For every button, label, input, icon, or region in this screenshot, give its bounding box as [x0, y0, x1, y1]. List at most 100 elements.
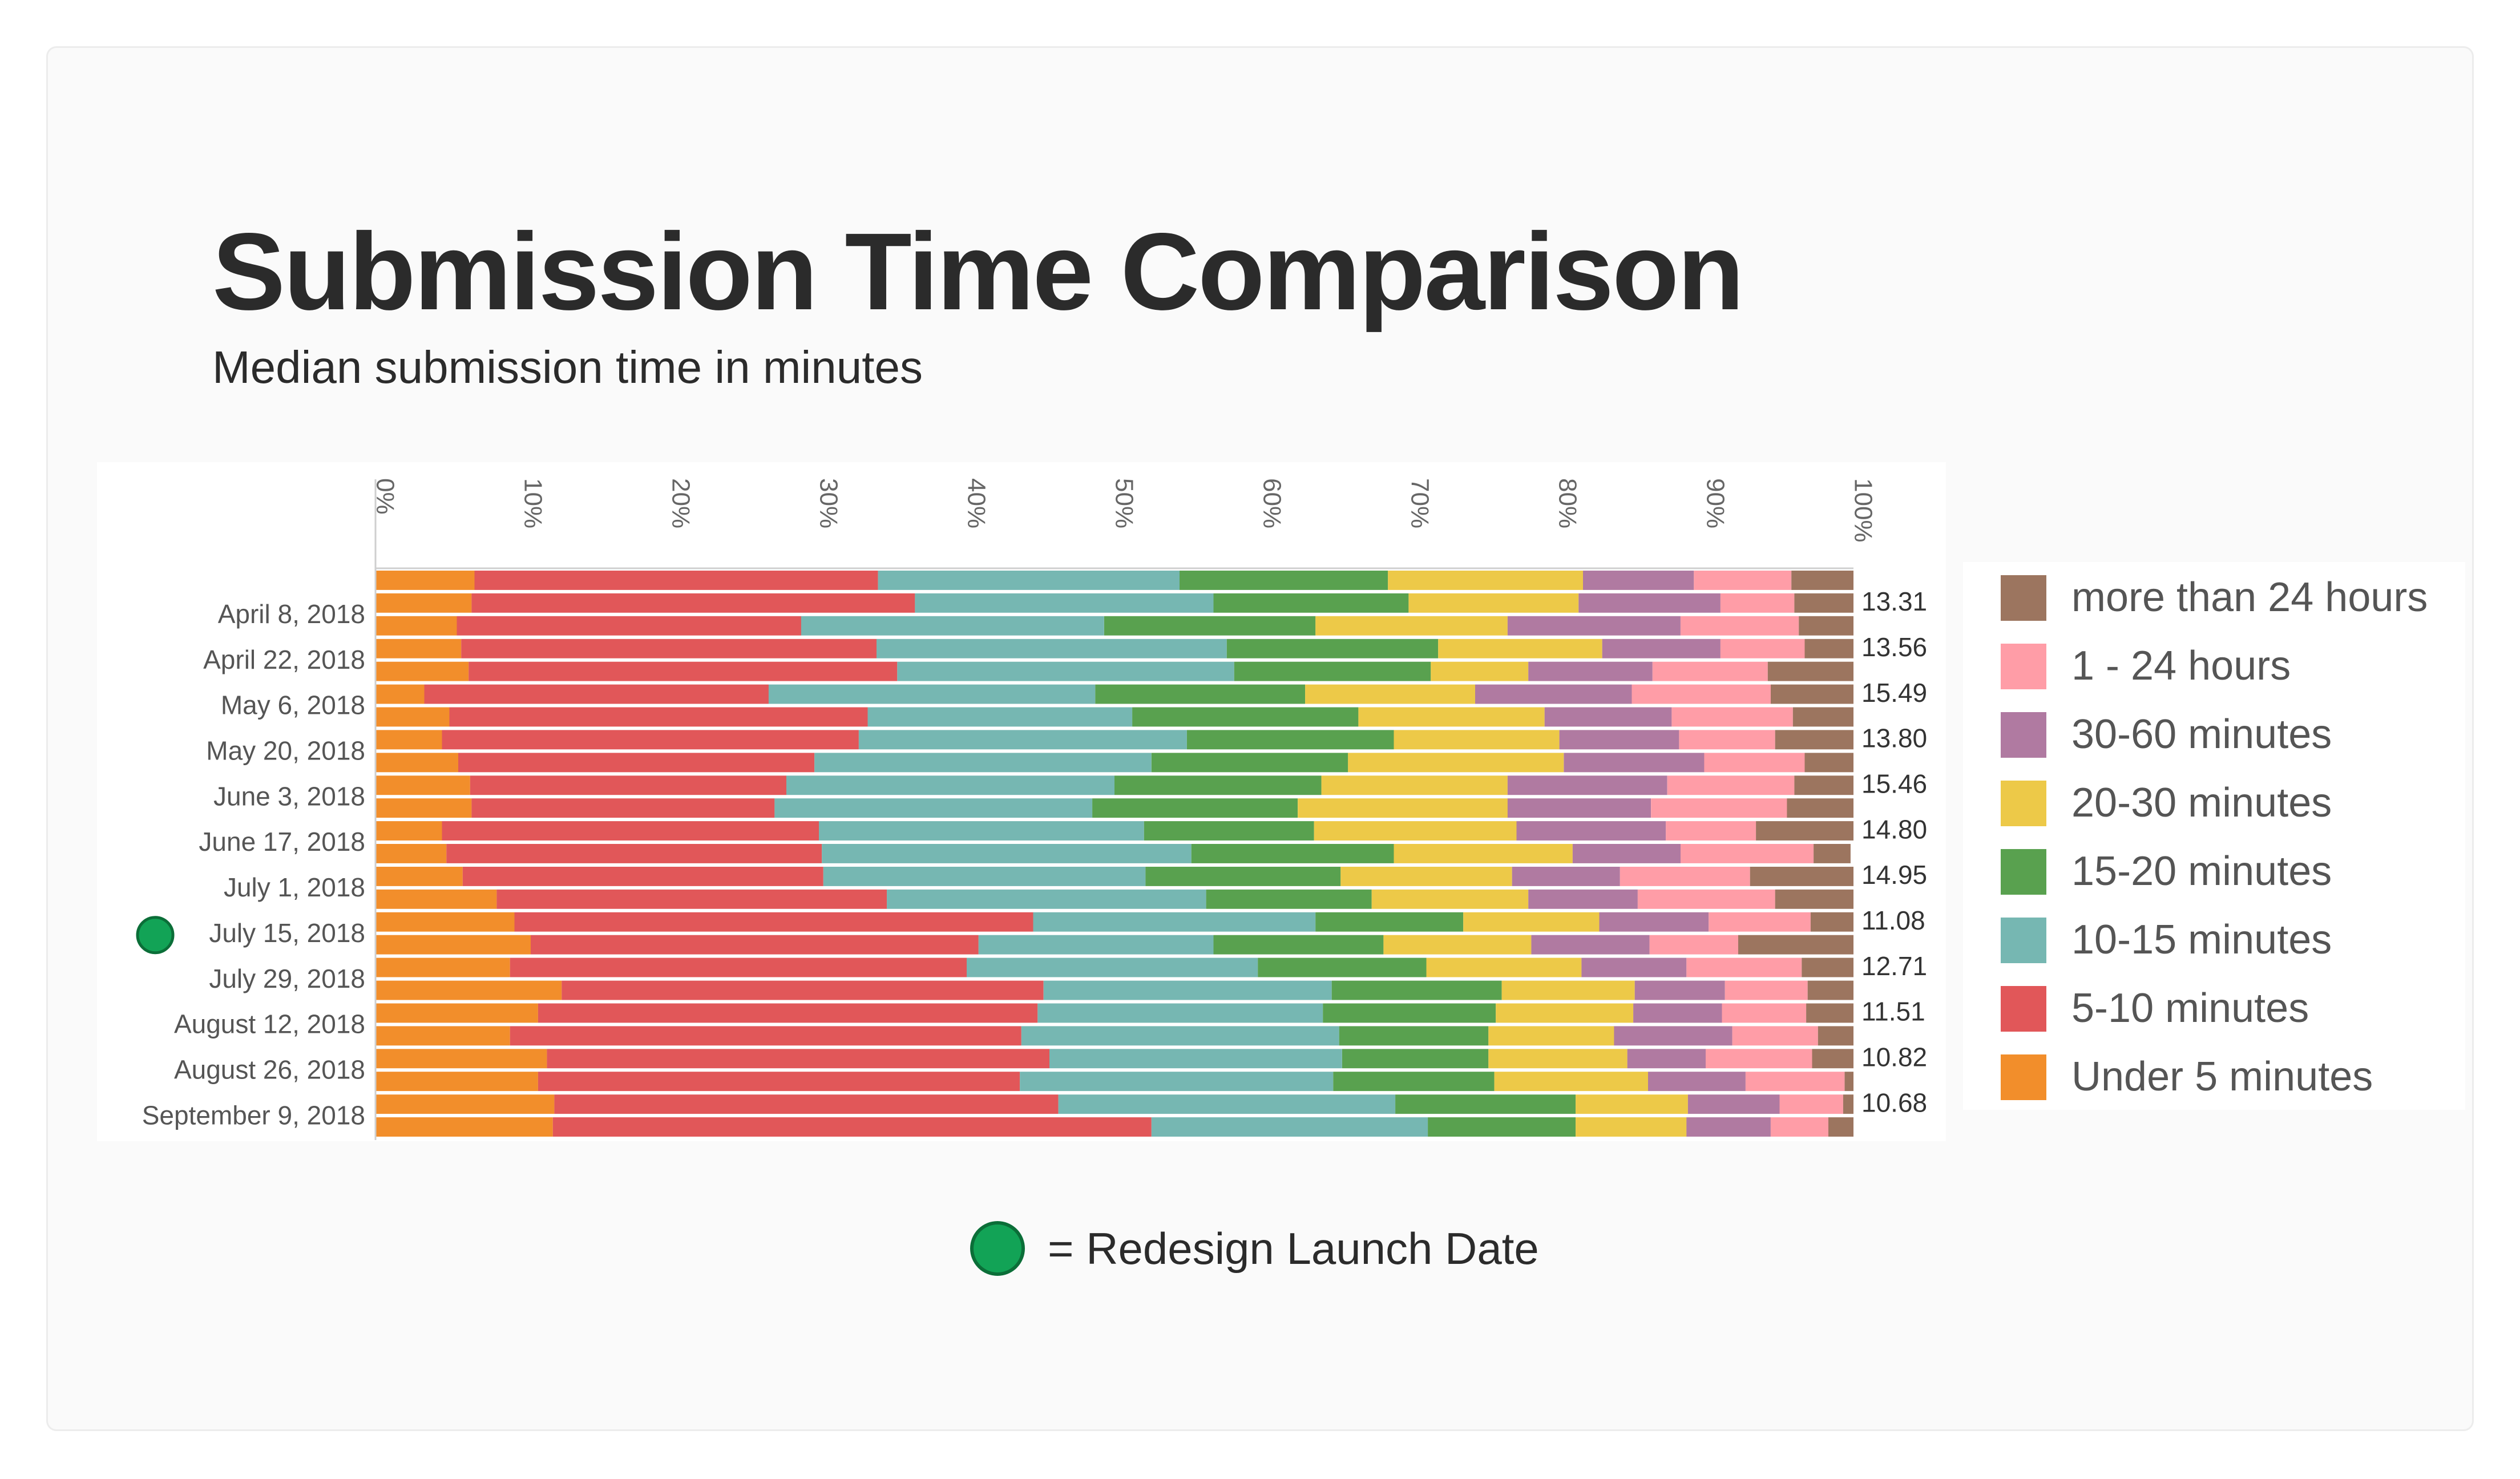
- bar-segment: [375, 684, 425, 704]
- bar-segment: [1438, 639, 1602, 658]
- bar-segment: [1463, 912, 1600, 932]
- bar-segment: [897, 661, 1234, 681]
- bar-segment: [1180, 571, 1388, 590]
- y-tick-label: September 9, 2018: [142, 1100, 365, 1130]
- bar-segment: [1667, 775, 1795, 795]
- bar-segment: [1426, 957, 1582, 977]
- bar-segment: [1779, 1094, 1843, 1114]
- bar-segment: [375, 1072, 538, 1092]
- x-tick-label: 90%: [1701, 478, 1729, 528]
- bar-segment: [1771, 1117, 1828, 1137]
- bar-segment: [1531, 935, 1650, 955]
- bar-segment: [1652, 661, 1768, 681]
- bar-segment: [375, 639, 462, 658]
- bar-segment: [1775, 889, 1853, 909]
- legend: more than 24 hours 1 - 24 hours 30-60 minu…: [2001, 575, 2428, 1100]
- bar-segment: [375, 980, 562, 1000]
- bar-segment: [1720, 639, 1805, 658]
- page-subtitle: Median submission time in minutes: [212, 342, 923, 393]
- bar-segment: [1709, 912, 1811, 932]
- bar-segment: [1186, 730, 1394, 750]
- bar-segment: [458, 753, 815, 773]
- bar-segment: [462, 867, 823, 886]
- bar-segment: [375, 730, 442, 750]
- bar-segment: [1578, 593, 1721, 613]
- bar-segment: [1544, 707, 1672, 727]
- legend-swatch: [2001, 781, 2046, 826]
- legend-swatch: [2001, 849, 2046, 895]
- bar-segment: [1226, 639, 1439, 658]
- page-title: Submission Time Comparison: [212, 210, 1744, 333]
- legend-label: 5-10 minutes: [2071, 985, 2309, 1031]
- bar-segment: [1323, 1003, 1496, 1023]
- bar-segment: [1799, 616, 1853, 636]
- bar-segment: [1756, 821, 1853, 840]
- bar-segment: [858, 730, 1187, 750]
- bar-segment: [915, 593, 1214, 613]
- bar-segment: [449, 707, 868, 727]
- bar-segment: [424, 684, 769, 704]
- redesign-note: = Redesign Launch Date: [970, 1214, 1539, 1283]
- bar-segment: [1681, 844, 1814, 863]
- bar-segment: [375, 1003, 538, 1023]
- bar-segment: [1507, 775, 1667, 795]
- y-tick-label: April 8, 2018: [218, 599, 365, 629]
- bar-segment: [1802, 957, 1853, 977]
- bar-segment: [1104, 616, 1316, 636]
- bar-segment: [510, 1026, 1021, 1046]
- bar-segment: [1331, 980, 1502, 1000]
- legend-swatch: [2001, 644, 2046, 689]
- bar-segment: [375, 798, 472, 818]
- x-tick-label: 50%: [1110, 478, 1138, 528]
- bar-segment: [1634, 980, 1725, 1000]
- bar-segment: [375, 935, 531, 955]
- bar-segment: [1191, 844, 1394, 863]
- bar-segment: [878, 571, 1180, 590]
- y-tick-label: April 22, 2018: [203, 645, 365, 674]
- bar-segment: [1206, 889, 1372, 909]
- legend-label: Under 5 minutes: [2071, 1054, 2373, 1100]
- bar-segment: [1213, 593, 1409, 613]
- bar-segment: [1844, 1072, 1853, 1092]
- legend-swatch: [2001, 986, 2046, 1032]
- bar-segment: [375, 1026, 510, 1046]
- bar-segment: [1340, 867, 1512, 886]
- bar-segment: [1792, 707, 1853, 727]
- bar-segment: [1049, 1049, 1342, 1069]
- median-label: 13.80: [1861, 724, 1927, 753]
- bar-segment: [1614, 1026, 1732, 1046]
- bar-segment: [1564, 753, 1705, 773]
- bar-segment: [1576, 1094, 1688, 1114]
- bar-segment: [1631, 684, 1771, 704]
- bar-segment: [819, 821, 1144, 840]
- bar-segment: [1750, 867, 1853, 886]
- bar-segment: [1666, 821, 1756, 840]
- bar-segment: [1794, 593, 1853, 613]
- bar-segment: [554, 1094, 1059, 1114]
- bar-segment: [1213, 935, 1384, 955]
- x-tick-label: 40%: [962, 478, 990, 528]
- bar-segment: [1512, 867, 1620, 886]
- bar-segment: [1496, 1003, 1634, 1023]
- bar-segment: [1388, 571, 1584, 590]
- bar-segment: [547, 1049, 1049, 1069]
- median-label: 13.31: [1861, 587, 1927, 616]
- bar-segment: [1745, 1072, 1845, 1092]
- bar-segment: [1725, 980, 1808, 1000]
- bar-segment: [375, 889, 497, 909]
- bar-segment: [1722, 1003, 1807, 1023]
- bar-segment: [375, 1094, 555, 1114]
- median-label: 11.08: [1861, 906, 1925, 935]
- legend-label: 20-30 minutes: [2071, 780, 2332, 826]
- x-tick-label: 80%: [1553, 478, 1581, 528]
- bar-segment: [496, 889, 887, 909]
- bar-segment: [375, 616, 457, 636]
- bar-segment: [1298, 798, 1508, 818]
- bar-segment: [1627, 1049, 1706, 1069]
- bar-segment: [375, 957, 510, 977]
- legend-swatch: [2001, 1054, 2046, 1100]
- bar-segment: [1333, 1072, 1495, 1092]
- redesign-marker: [136, 916, 175, 955]
- legend-label: 1 - 24 hours: [2071, 643, 2291, 689]
